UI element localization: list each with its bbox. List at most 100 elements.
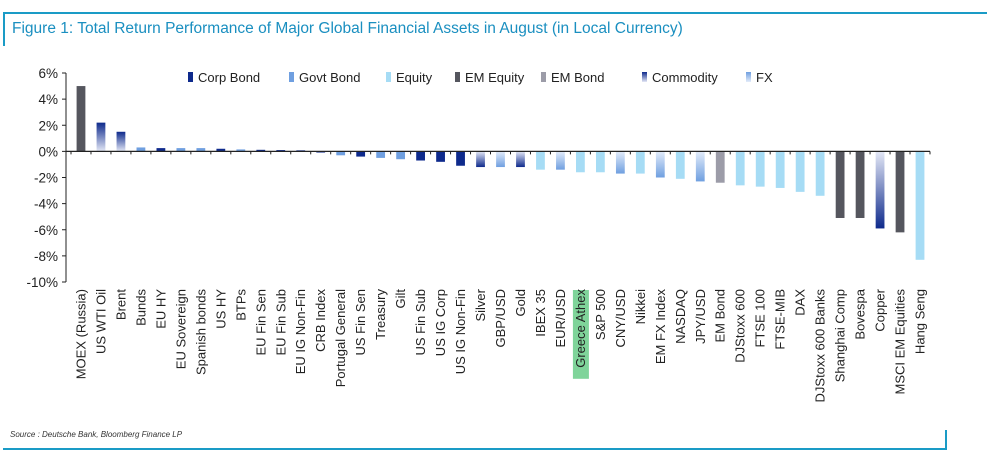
x-tick-label: FTSE 100 [753,289,768,348]
x-tick-label: US HY [213,289,228,329]
bar-moex-russia- [76,86,86,152]
x-tick-label: US WTI Oil [93,289,108,354]
bar-us-ig-corp [436,151,445,162]
x-tick-label: EU IG Non-Fin [293,289,308,374]
bar-eur-usd [556,151,565,170]
bar-bovespa [855,151,865,218]
bar-brent [116,131,126,152]
legend-swatch-equity [386,72,391,82]
bar-copper [875,151,885,229]
frame-bottom-tick [945,430,947,450]
bar-nikkei [635,151,645,174]
bar-spanish-bonds [196,148,206,152]
x-tick-label: EU Fin Sub [273,289,288,355]
legend-swatch-em-equity [455,72,460,82]
bar-greece-athex [576,151,585,173]
x-tick-label: Treasury [373,289,388,340]
x-tick-label: Brent [113,289,128,320]
bar-us-fin-sen [356,151,366,157]
bar-bunds [136,147,146,152]
x-tick-label: NASDAQ [673,289,688,344]
x-tick-label: Silver [473,288,488,321]
bar-gold [516,151,525,168]
bar-portugal-general [336,151,346,156]
bar-eu-fin-sub [276,150,286,152]
x-tick-label: DJStoxx 600 [733,289,748,363]
bar-us-wti-oil [96,122,106,152]
legend-label-em-equity: EM Equity [465,70,525,85]
y-tick-label: -4% [34,197,58,212]
bar-eu-fin-sen [256,149,266,152]
x-tick-label: Shanghai Comp [833,289,848,382]
x-tick-label: Bunds [133,289,148,326]
x-tick-label: MSCI EM Equities [893,289,908,395]
legend-swatch-govt-bond [289,72,294,82]
x-tick-label: GBP/USD [493,289,508,348]
bar-gilt [396,151,406,160]
bar-shanghai-comp [835,151,845,218]
x-tick-label: Gilt [393,289,408,309]
bar-djstoxx-600 [735,151,745,186]
x-tick-label: IBEX 35 [533,289,548,337]
bar-crb-index [316,151,326,153]
x-tick-label: Gold [513,289,528,316]
x-tick-label: CNY/USD [613,289,628,348]
x-tick-label: EM Bond [713,289,728,342]
frame-left-border [3,12,5,46]
bar-em-fx-index [655,151,665,178]
y-tick-label: 4% [38,92,58,107]
bar-em-bond [715,151,725,183]
figure-title: Figure 1: Total Return Performance of Ma… [12,20,683,37]
bar-cny-usd [615,151,625,174]
highlight-box [572,290,589,379]
bar-eu-hy [156,148,166,152]
bar-ftse-100 [755,151,765,187]
x-tick-label: Bovespa [853,288,868,339]
x-tick-label: US IG Non-Fin [453,289,468,374]
x-tick-label: Spanish bonds [193,289,208,376]
legend-label-em-bond: EM Bond [551,70,604,85]
x-tick-label: Greece Athex [573,289,588,368]
bar-eu-sovereign [176,148,186,152]
x-tick-label: Nikkei [633,289,648,325]
bar-us-ig-non-fin [456,151,465,166]
x-tick-label: DJStoxx 600 Banks [813,289,828,403]
x-tick-label: EU Fin Sen [253,289,268,355]
x-tick-label: S&P 500 [593,289,608,340]
x-tick-label: US Fin Sub [413,289,428,355]
x-tick-label: EU HY [153,289,168,329]
x-tick-label: Hang Seng [913,289,928,354]
legend-swatch-corp-bond [188,72,193,82]
y-tick-label: 2% [38,118,58,133]
y-tick-label: -8% [34,249,58,264]
y-tick-label: 0% [38,144,58,159]
bar-hang-seng [915,151,925,260]
legend-swatch-commodity [642,72,647,82]
x-tick-label: FTSE-MIB [773,289,788,350]
legend-swatch-fx [746,72,751,82]
bar-nasdaq [675,151,685,179]
x-tick-label: EU Sovereign [173,289,188,369]
x-tick-label: BTPs [233,289,248,321]
x-tick-label: Portugal General [333,289,348,387]
legend-label-equity: Equity [396,70,433,85]
bar-djstoxx-600-banks [815,151,825,196]
x-tick-label: DAX [793,289,808,316]
bar-gbp-usd [496,151,505,168]
bar-btps [236,149,246,152]
x-tick-label: US Fin Sen [353,289,368,355]
source-note: Source : Deutsche Bank, Bloomberg Financ… [10,430,183,439]
bar-us-fin-sub [416,151,425,161]
bar-ftse-mib [775,151,785,188]
bar-ibex-35 [536,151,545,170]
y-tick-label: -10% [26,275,58,290]
bar-dax [795,151,805,192]
bar-us-hy [216,148,226,152]
y-tick-label: 6% [38,66,58,81]
bar-silver [476,151,485,168]
bar-jpy-usd [695,151,705,182]
x-tick-label: CRB Index [313,289,328,352]
bar-treasury [376,151,386,158]
x-tick-label: JPY/USD [693,289,708,344]
